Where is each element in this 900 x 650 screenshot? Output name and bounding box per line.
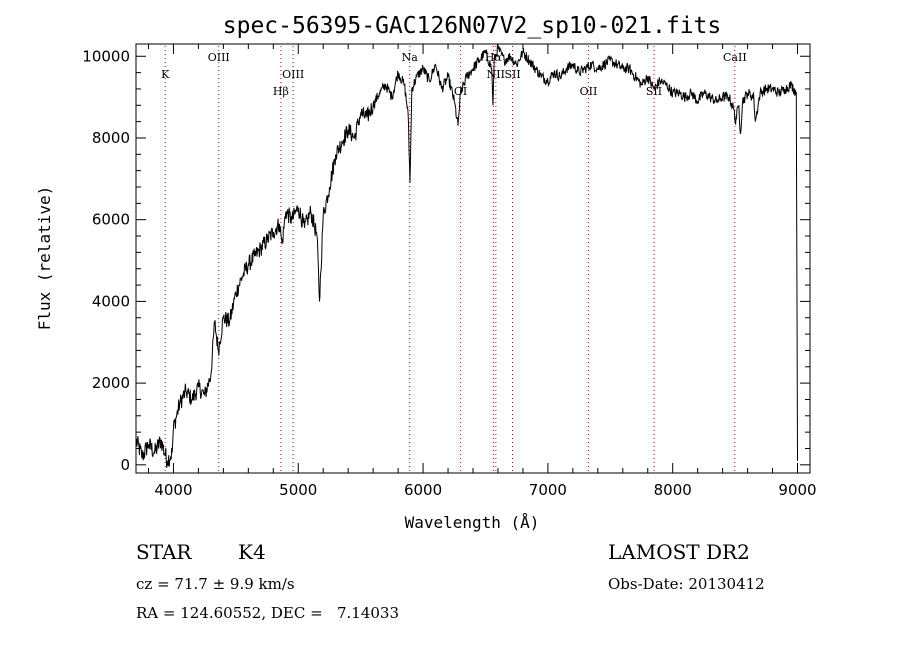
coordinates: RA = 124.60552, DEC = 7.14033 bbox=[136, 604, 400, 622]
line-marker-label: OII bbox=[580, 85, 598, 98]
x-axis-label: Wavelength (Å) bbox=[405, 513, 540, 532]
axes: 4000 5000 6000 7000 8000 9000 0 2000 4000 6000 800… bbox=[82, 43, 817, 499]
plot-frame bbox=[135, 43, 811, 474]
line-marker-label: Na bbox=[402, 51, 419, 64]
x-tick-label: 8000 bbox=[654, 481, 692, 499]
observation-date: Obs-Date: 20130412 bbox=[608, 575, 765, 593]
x-tick-label: 5000 bbox=[279, 481, 317, 499]
line-marker-label: OIII bbox=[282, 68, 304, 81]
line-marker-label: NII bbox=[487, 68, 505, 81]
y-tick-label: 6000 bbox=[92, 211, 130, 229]
object-class: STAR bbox=[136, 540, 192, 564]
redshift-value: cz = 71.7 ± 9.9 km/s bbox=[136, 575, 295, 593]
line-marker-label: CaII bbox=[723, 51, 747, 64]
spectrum-line bbox=[135, 44, 798, 468]
line-marker-label: OIII bbox=[208, 51, 230, 64]
y-tick-label: 8000 bbox=[92, 129, 130, 147]
line-marker-label: SII bbox=[504, 68, 520, 81]
x-tick-label: 6000 bbox=[404, 481, 442, 499]
y-tick-label: 4000 bbox=[92, 292, 130, 310]
line-marker-label: SII bbox=[646, 85, 662, 98]
line-marker-label: K bbox=[161, 68, 170, 81]
y-axis-label: Flux (relative) bbox=[35, 186, 54, 331]
survey-label: LAMOST DR2 bbox=[608, 540, 750, 564]
line-marker-label: Hβ bbox=[273, 85, 289, 98]
chart-title: spec-56395-GAC126N07V2_sp10-021.fits bbox=[223, 13, 722, 39]
x-tick-label: 4000 bbox=[154, 481, 192, 499]
object-subclass: K4 bbox=[238, 540, 266, 564]
x-tick-label: 9000 bbox=[778, 481, 816, 499]
y-tick-label: 0 bbox=[120, 456, 130, 474]
line-marker-label: Hα bbox=[485, 51, 503, 64]
y-tick-label: 2000 bbox=[92, 374, 130, 392]
spectrum-series bbox=[135, 44, 798, 468]
y-tick-label: 10000 bbox=[82, 47, 130, 65]
x-tick-label: 7000 bbox=[529, 481, 567, 499]
